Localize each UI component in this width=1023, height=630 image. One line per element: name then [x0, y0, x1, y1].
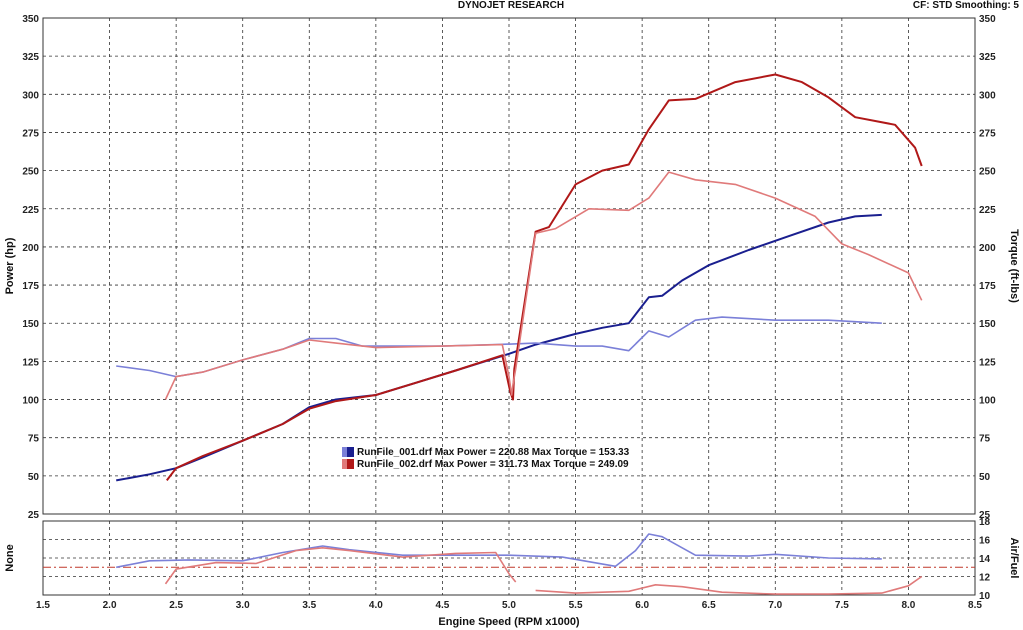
legend-entry-run1: RunFile_001.drf Max Power = 220.88 Max T…: [357, 447, 630, 458]
legend: RunFile_001.drf Max Power = 220.88 Max T…: [342, 447, 630, 470]
x-tick-label: 5.5: [569, 600, 583, 611]
af-series: [116, 533, 923, 595]
series-runfile-002-drf-power: [166, 73, 923, 482]
x-tick-label: 2.0: [103, 600, 117, 611]
y-tick-label: 350: [22, 14, 39, 25]
y2-tick-label: 325: [979, 52, 996, 63]
af-series-runfile-001-drf: [116, 533, 882, 569]
x-tick-label: 3.0: [236, 600, 250, 611]
y-tick-label: 175: [22, 281, 39, 292]
af-y2-tick-label: 10: [979, 591, 991, 602]
x-tick-label: 8.5: [968, 600, 982, 611]
y2-tick-label: 100: [979, 396, 996, 407]
y-tick-label: 300: [22, 90, 39, 101]
y-tick-label: 150: [22, 319, 39, 330]
x-tick-label: 6.5: [702, 600, 716, 611]
main-series: [116, 73, 923, 482]
y-tick-label: 50: [28, 472, 40, 483]
x-tick-label: 7.0: [768, 600, 782, 611]
af-y2-tick-label: 14: [979, 554, 991, 565]
af-y2-tick-label: 12: [979, 573, 991, 584]
y2-tick-label: 200: [979, 243, 996, 254]
y-tick-label: 75: [28, 434, 40, 445]
y-tick-label: 250: [22, 167, 39, 178]
y2-axis-label: Torque (ft-lbs): [1008, 229, 1020, 303]
af-y2-tick-label: 18: [979, 517, 991, 528]
y-tick-label: 275: [22, 128, 39, 139]
y2-tick-label: 50: [979, 472, 991, 483]
x-tick-label: 4.5: [435, 600, 449, 611]
legend-swatch-run2-light: [342, 459, 347, 469]
chart-title: DYNOJET RESEARCH: [458, 0, 564, 11]
x-tick-label: 7.5: [835, 600, 849, 611]
legend-swatch-run2: [342, 459, 354, 469]
y2-tick-label: 125: [979, 357, 996, 368]
x-tick-label: 3.5: [302, 600, 316, 611]
y-tick-label: 25: [28, 510, 40, 521]
af-series-runfile-002-drf: [164, 546, 517, 585]
x-tick-label: 2.5: [169, 600, 183, 611]
legend-swatch-run1-light: [342, 447, 347, 457]
legend-entry-run2: RunFile_002.drf Max Power = 311.73 Max T…: [357, 459, 629, 470]
y2-tick-label: 25: [979, 510, 991, 521]
y-tick-label: 200: [22, 243, 39, 254]
af-y2-tick-label: 16: [979, 536, 991, 547]
y2-tick-label: 350: [979, 14, 996, 25]
chart-settings: CF: STD Smoothing: 5: [913, 0, 1020, 11]
x-tick-label: 8.0: [901, 600, 915, 611]
axis-ticks: 1.5 2.0 2.5 3.0 3.5 4.0 4.5 5.0 5.5 6.0 6.5 7.0 7.5 8…: [22, 14, 996, 611]
x-tick-label: 1.5: [36, 600, 50, 611]
y2-tick-label: 175: [979, 281, 996, 292]
af-series-runfile-002-drf: [535, 575, 923, 595]
y-tick-label: 225: [22, 205, 39, 216]
legend-swatch-run1: [342, 447, 354, 457]
y2-tick-label: 150: [979, 319, 996, 330]
y-tick-label: 100: [22, 396, 39, 407]
y-tick-label: 125: [22, 357, 39, 368]
y2-tick-label: 225: [979, 205, 996, 216]
main-grid: [43, 18, 975, 514]
y2-tick-label: 275: [979, 128, 996, 139]
y2-tick-label: 75: [979, 434, 991, 445]
series-runfile-002-drf-torque: [164, 171, 923, 400]
x-tick-label: 4.0: [369, 600, 383, 611]
y-tick-label: 325: [22, 52, 39, 63]
x-tick-label: 6.0: [635, 600, 649, 611]
y2-tick-label: 300: [979, 90, 996, 101]
x-axis-label: Engine Speed (RPM x1000): [438, 616, 580, 628]
y2-tick-label: 250: [979, 167, 996, 178]
af-y2-axis-label: Air/Fuel: [1008, 538, 1020, 579]
af-y-axis-label: None: [4, 544, 16, 572]
x-tick-label: 5.0: [502, 600, 516, 611]
y-axis-label: Power (hp): [4, 237, 16, 294]
